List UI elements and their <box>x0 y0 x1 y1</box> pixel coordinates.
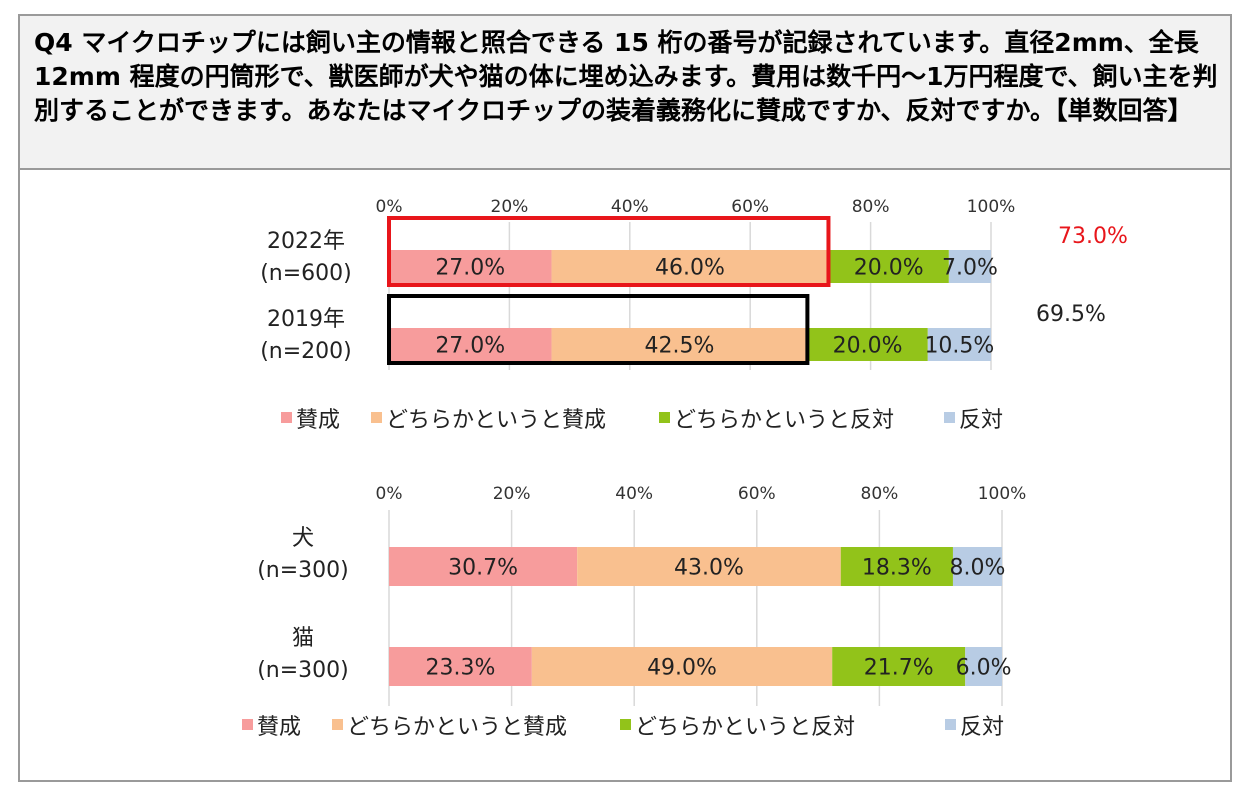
category-sublabel: (n=200) <box>260 339 352 364</box>
legend-swatch <box>281 412 292 423</box>
data-label: 23.3% <box>425 656 495 681</box>
legend-entry: 反対 <box>960 715 1004 740</box>
legend-entry: 反対 <box>959 408 1003 433</box>
bar-segment <box>551 328 808 361</box>
legend-swatch <box>945 719 956 730</box>
bar-segment <box>531 647 833 686</box>
bar-segment <box>389 250 552 283</box>
bar-segment <box>952 547 1002 586</box>
data-label: 46.0% <box>655 256 725 281</box>
bar-segment <box>840 547 953 586</box>
tick-label: 80% <box>852 197 890 217</box>
tick-label: 40% <box>611 197 649 217</box>
category-sublabel: (n=600) <box>260 261 352 286</box>
total-label: 69.5% <box>1036 302 1106 327</box>
data-label: 27.0% <box>435 256 505 281</box>
tick-label: 40% <box>615 484 653 504</box>
data-label: 49.0% <box>647 656 717 681</box>
tick-label: 60% <box>731 197 769 217</box>
highlight-box <box>387 294 810 365</box>
data-label: 8.0% <box>950 556 1006 581</box>
legend-swatch <box>944 412 955 423</box>
legend-entry: どちらかというと反対 <box>635 715 855 740</box>
data-label: 27.0% <box>435 334 505 359</box>
tick-label: 0% <box>376 484 403 504</box>
category-label: 犬 <box>292 526 314 551</box>
legend-swatch <box>242 719 253 730</box>
legend-entry: 賛成 <box>296 408 340 433</box>
bar-segment <box>577 547 841 586</box>
data-label: 20.0% <box>854 256 924 281</box>
question-text: Q4 マイクロチップには飼い主の情報と照合できる 15 桁の番号が記録されていま… <box>20 16 1230 170</box>
bar-segment <box>828 250 949 283</box>
legend-swatch <box>659 412 670 423</box>
data-label: 10.5% <box>924 334 994 359</box>
bar-segment <box>807 328 928 361</box>
bar-segment <box>551 250 829 283</box>
bar-segment <box>389 647 532 686</box>
bar-segment <box>389 328 552 361</box>
data-label: 18.3% <box>862 556 932 581</box>
legend-entry: どちらかというと賛成 <box>347 715 567 740</box>
tick-label: 60% <box>738 484 776 504</box>
data-label: 30.7% <box>448 556 518 581</box>
legend-entry: どちらかというと賛成 <box>386 408 606 433</box>
bar-segment <box>965 647 1002 686</box>
highlight-box <box>387 216 831 287</box>
category-label: 猫 <box>292 626 314 651</box>
tick-label: 20% <box>491 197 529 217</box>
tick-label: 100% <box>967 197 1016 217</box>
bar-segment <box>832 647 966 686</box>
total-label: 73.0% <box>1058 224 1128 249</box>
category-sublabel: (n=300) <box>257 658 349 683</box>
bar-segment <box>389 547 578 586</box>
tick-label: 0% <box>376 197 403 217</box>
tick-label: 100% <box>978 484 1027 504</box>
category-label: 2019年 <box>267 307 345 332</box>
data-label: 42.5% <box>645 334 715 359</box>
legend-entry: 賛成 <box>257 715 301 740</box>
data-label: 7.0% <box>942 256 998 281</box>
chart-frame: Q4 マイクロチップには飼い主の情報と照合できる 15 桁の番号が記録されていま… <box>18 14 1232 782</box>
category-label: 2022年 <box>267 229 345 254</box>
bar-segment <box>948 250 991 283</box>
data-label: 43.0% <box>674 556 744 581</box>
data-label: 21.7% <box>864 656 934 681</box>
legend-swatch <box>332 719 343 730</box>
legend-swatch <box>371 412 382 423</box>
data-label: 20.0% <box>833 334 903 359</box>
bar-segment <box>927 328 991 361</box>
data-label: 6.0% <box>956 656 1012 681</box>
category-sublabel: (n=300) <box>257 558 349 583</box>
legend-swatch <box>620 719 631 730</box>
legend-entry: どちらかというと反対 <box>674 408 894 433</box>
tick-label: 20% <box>493 484 531 504</box>
tick-label: 80% <box>861 484 899 504</box>
